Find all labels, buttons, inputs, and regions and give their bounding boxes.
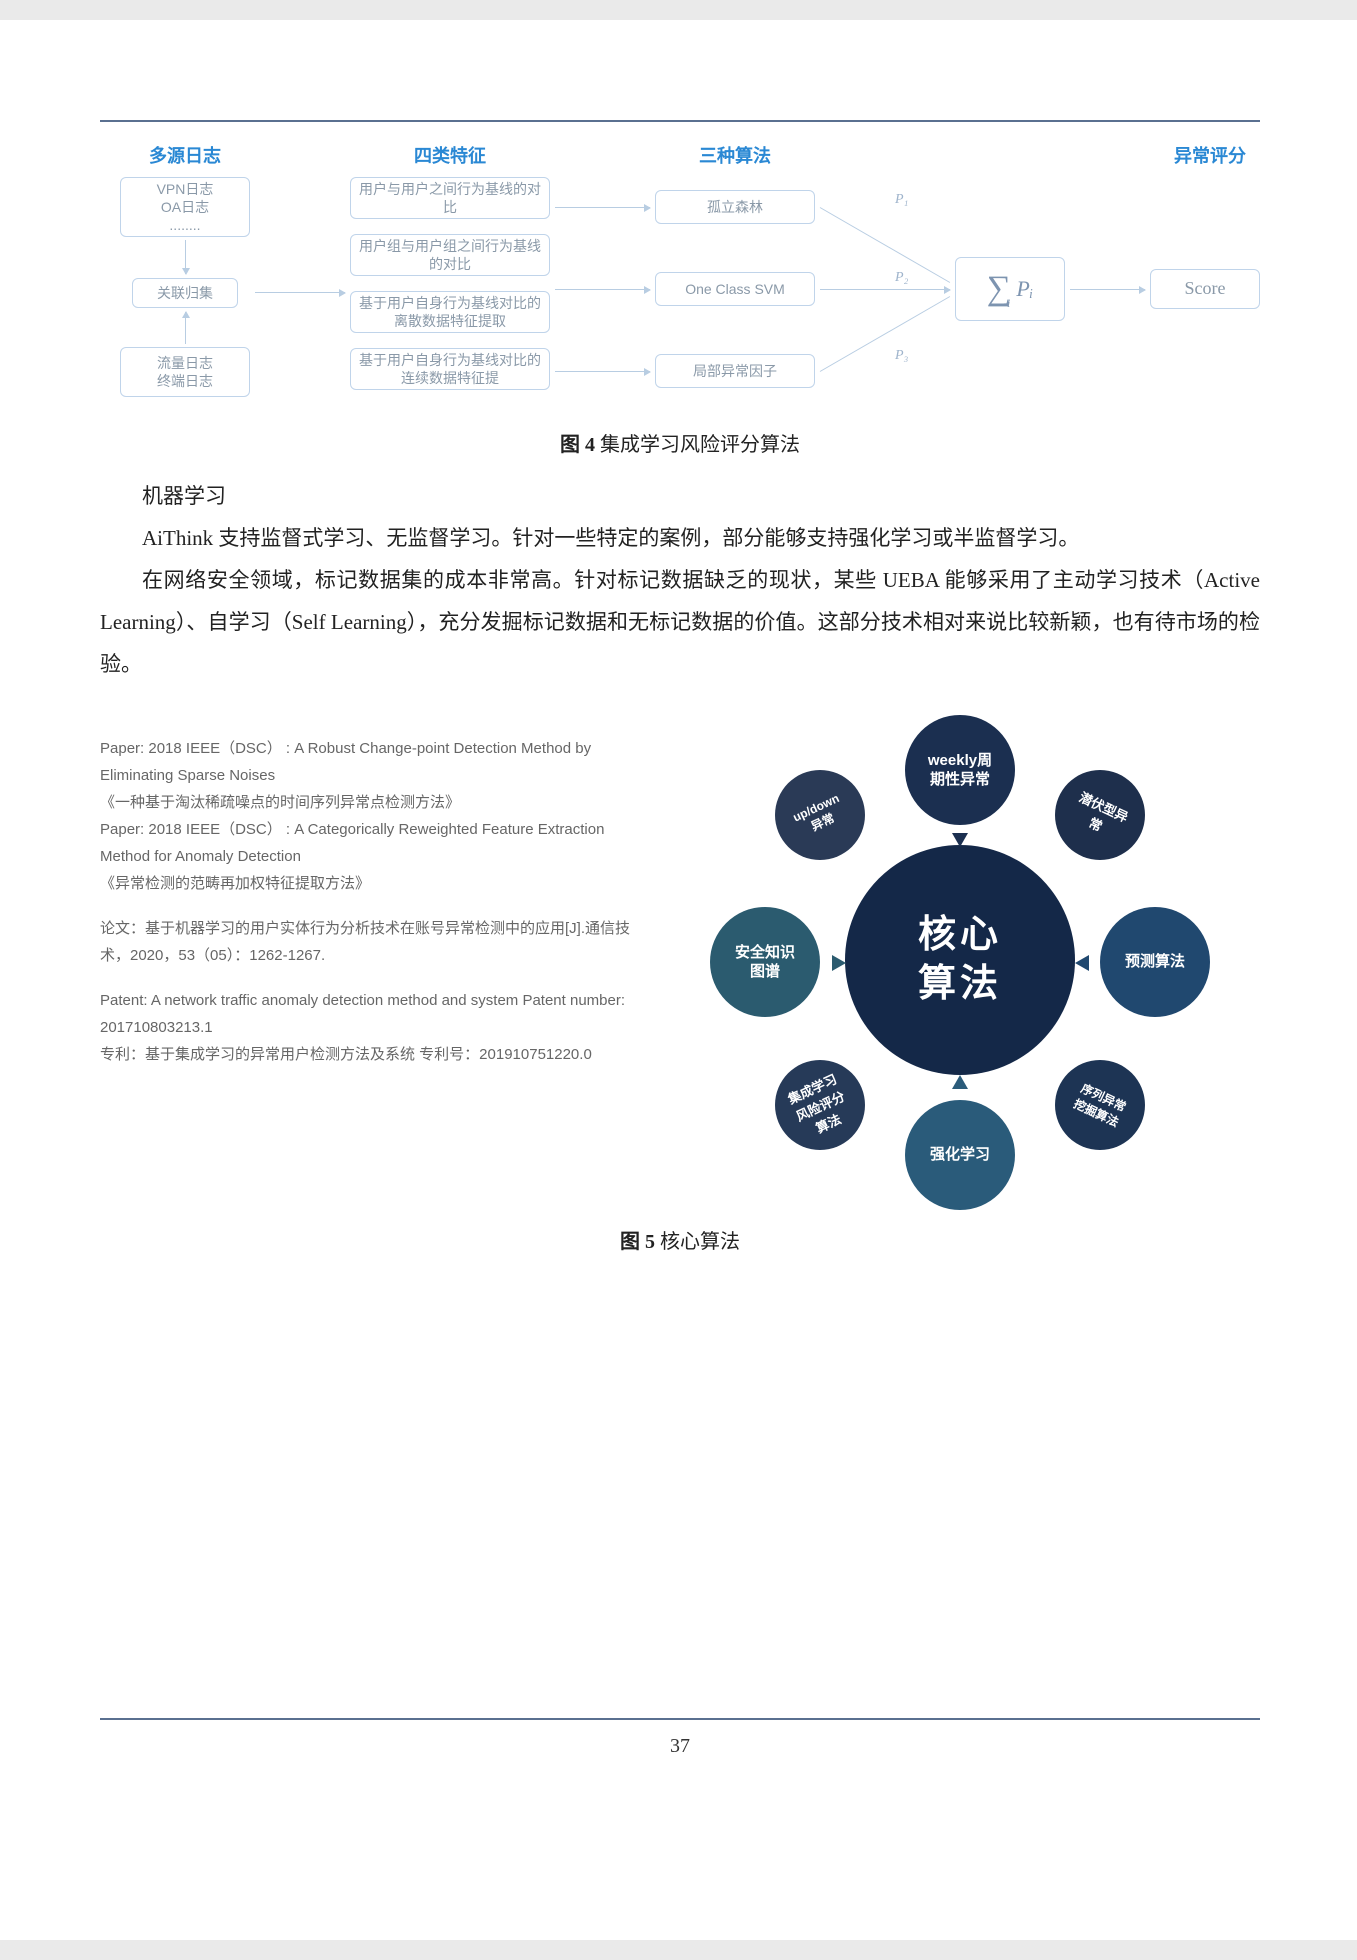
fig5-cite-paper1: Paper: 2018 IEEE（DSC） : A Robust Change-… [100,735,640,789]
fig4-box-lof: 局部异常因子 [655,354,815,388]
para-2: AiThink 支持监督式学习、无监督学习。针对一些特定的案例，部分能够支持强化… [100,517,1260,559]
fig4-arrow-col1-down [185,240,186,274]
fig5-sat-left: 安全知识 图谱 [710,907,820,1017]
fig5-tri-left [832,955,846,971]
fig4-box-correlation: 关联归集 [132,278,238,308]
fig5-cite-paper2: Paper: 2018 IEEE（DSC） : A Categorically … [100,816,640,870]
fig4-arrow-2to3b [555,289,650,290]
fig4-box-iforest: 孤立森林 [655,190,815,224]
document-page: 多源日志 四类特征 三种算法 异常评分 VPN日志 OA日志 ........ … [0,20,1357,1940]
fig5-sat-bottom: 强化学习 [905,1100,1015,1210]
fig4-score-box: Score [1150,269,1260,309]
fig4-line-p1 [820,207,950,283]
fig4-box-feat4: 基于用户自身行为基线对比的连续数据特征提 [350,348,550,390]
fig5-sat-top: weekly周 期性异常 [905,715,1015,825]
fig5-sat-tr: 潜伏型异 常 [1055,770,1145,860]
fig4-box-feat2: 用户组与用户组之间行为基线的对比 [350,234,550,276]
fig4-box-feat1: 用户与用户之间行为基线的对比 [350,177,550,219]
fig5-cite-paper1-cn: 《一种基于淘汰稀疏噪点的时间序列异常点检测方法》 [100,789,640,816]
fig4-col2-header: 四类特征 [400,142,500,168]
body-text: 机器学习 AiThink 支持监督式学习、无监督学习。针对一些特定的案例，部分能… [100,475,1260,685]
figure-4-caption: 图 4 集成学习风险评分算法 [100,428,1260,457]
fig4-box-traffic: 流量日志 终端日志 [120,347,250,397]
fig5-sat-right: 预测算法 [1100,907,1210,1017]
fig4-arrow-2to3c [555,371,650,372]
fig5-tri-right [1075,955,1089,971]
fig4-line-p3 [820,296,950,372]
fig5-tri-top [952,833,968,847]
fig5-sat-tl: up/down 异常 [775,770,865,860]
figure-5: Paper: 2018 IEEE（DSC） : A Robust Change-… [100,715,1260,1205]
fig4-sigma-arg: Pᵢ [1016,275,1033,304]
fig5-sat-br: 序列异常 挖掘算法 [1055,1060,1145,1150]
fig4-arrow-col1-up [185,312,186,344]
fig5-sat-bl: 集成学习 风险评分 算法 [775,1060,865,1150]
fig4-box-feat3: 基于用户自身行为基线对比的离散数据特征提取 [350,291,550,333]
fig4-col4-header: 异常评分 [1160,142,1260,168]
fig4-sigma-box: ∑ i Pᵢ [955,257,1065,321]
fig4-col3-header: 三种算法 [685,142,785,168]
fig4-caption-text: 集成学习风险评分算法 [595,434,800,456]
figure-4-flowchart: 多源日志 四类特征 三种算法 异常评分 VPN日志 OA日志 ........ … [100,142,1260,422]
fig5-tri-bottom [952,1075,968,1089]
fig5-caption-text: 核心算法 [655,1231,740,1253]
fig4-box-ocsvm: One Class SVM [655,272,815,306]
fig4-arrow-1to2 [255,292,345,293]
fig5-citations: Paper: 2018 IEEE（DSC） : A Robust Change-… [100,715,640,1205]
fig5-cite-patent1: Patent: A network traffic anomaly detect… [100,987,640,1041]
fig5-hub-diagram: 核心 算法 weekly周 期性异常 预测算法 安全知识 图谱 强化学习 up/… [660,715,1260,1205]
fig5-cite-paper2-cn: 《异常检测的范畴再加权特征提取方法》 [100,870,640,897]
fig5-center: 核心 算法 [845,845,1075,1075]
para-1: 机器学习 [100,475,1260,517]
fig4-col1-header: 多源日志 [135,142,235,168]
content-frame: 多源日志 四类特征 三种算法 异常评分 VPN日志 OA日志 ........ … [100,120,1260,1720]
fig4-label-p2: P₂ [895,270,908,286]
fig5-cite-thesis: 论文：基于机器学习的用户实体行为分析技术在账号异常检测中的应用[J].通信技术，… [100,915,640,969]
fig4-label-p1: P₁ [895,192,908,208]
fig4-caption-number: 图 4 [560,434,595,456]
page-number: 37 [670,1735,690,1758]
fig5-caption-number: 图 5 [620,1231,655,1253]
fig4-arrow-2to3a [555,207,650,208]
figure-5-caption: 图 5 核心算法 [100,1225,1260,1254]
fig4-arrow-sigma-score [1070,289,1145,290]
para-3: 在网络安全领域，标记数据集的成本非常高。针对标记数据缺乏的现状，某些 UEBA … [100,559,1260,685]
fig4-box-vpn: VPN日志 OA日志 ........ [120,177,250,237]
fig5-cite-patent2: 专利：基于集成学习的异常用户检测方法及系统 专利号：201910751220.0 [100,1041,640,1068]
fig4-label-p3: P₃ [895,348,908,364]
fig4-line-p2 [820,289,950,290]
fig4-sigma-sub: i [1007,296,1010,312]
